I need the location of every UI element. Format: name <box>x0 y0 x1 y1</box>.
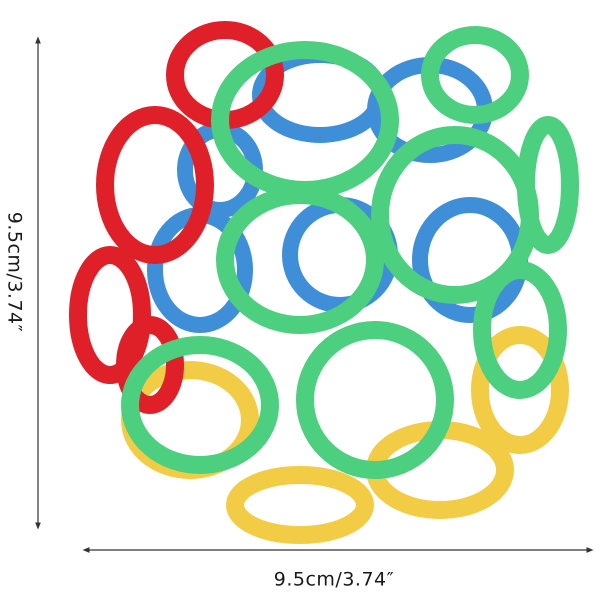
ring <box>471 326 569 454</box>
ring <box>216 186 384 334</box>
width-label: 9.5cm/3.74″ <box>274 569 394 591</box>
ring <box>96 106 214 264</box>
ball <box>69 21 579 544</box>
ring <box>116 316 184 414</box>
height-label: 9.5cm/3.74″ <box>4 212 26 332</box>
ring <box>121 336 279 474</box>
ring <box>473 261 567 399</box>
ring <box>296 321 454 479</box>
ring <box>517 116 579 254</box>
ring <box>226 466 374 544</box>
ring <box>69 246 151 384</box>
green-rings <box>121 26 579 479</box>
ring <box>421 26 529 124</box>
